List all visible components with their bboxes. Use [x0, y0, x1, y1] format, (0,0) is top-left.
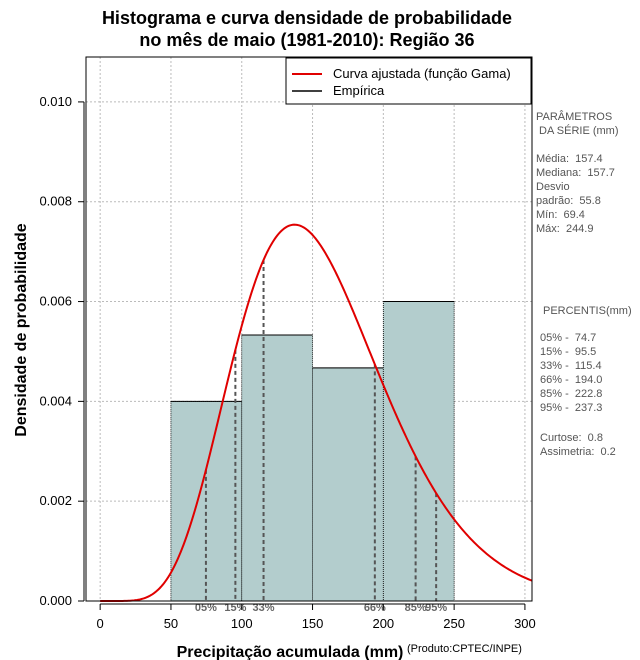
legend: Curva ajustada (função Gama) Empírica	[285, 57, 532, 105]
percentil-33: 33% - 115.4	[540, 360, 602, 372]
stat-skewness: Assimetria: 0.2	[540, 446, 616, 458]
fitted-gamma-curve	[100, 223, 533, 602]
percentile-label-66%: 66%	[364, 602, 386, 614]
percentil-66: 66% - 194.0	[540, 374, 602, 386]
fitted-curve-layer	[100, 223, 533, 602]
stat-min: Mín: 69.4	[536, 209, 585, 221]
y-tick-label-4: 0.008	[39, 194, 72, 209]
plot-frame	[85, 56, 533, 602]
y-axis: 0.000 0.002 0.004 0.006 0.008 0.010	[39, 94, 85, 608]
percentile-label-85%: 85%	[405, 602, 427, 614]
stat-stddev-1: Desvio	[536, 181, 570, 193]
product-credit: (Produto:CPTEC/INPE)	[407, 643, 522, 655]
x-tick-label-3: 150	[302, 616, 324, 631]
histogram-bars	[170, 301, 455, 602]
stat-mean: Média: 157.4	[536, 153, 603, 165]
legend-label-fitted: Curva ajustada (função Gama)	[333, 66, 511, 81]
stat-max: Máx: 244.9	[536, 223, 593, 235]
x-tick-label-2: 100	[231, 616, 253, 631]
x-tick-label-1: 50	[164, 616, 178, 631]
percentil-95: 95% - 237.3	[540, 402, 602, 414]
percentile-label-05%: 05%	[195, 602, 217, 614]
percentile-label-33%: 33%	[253, 602, 275, 614]
percentil-05: 05% - 74.7	[540, 332, 596, 344]
histogram-bar-1	[241, 334, 313, 602]
legend-box	[285, 57, 532, 105]
chart-title-line2: no mês de maio (1981-2010): Região 36	[139, 30, 474, 50]
x-tick-label-6: 300	[514, 616, 536, 631]
histogram-bar-3	[382, 301, 455, 602]
legend-label-empirical: Empírica	[333, 83, 385, 98]
y-tick-label-2: 0.004	[39, 393, 72, 408]
percentile-label-95%: 95%	[425, 602, 447, 614]
params-title-2: DA SÉRIE (mm)	[536, 124, 619, 137]
side-panel: PARÂMETROS DA SÉRIE (mm) Média: 157.4 Me…	[536, 110, 632, 458]
percentile-lines: 05% 15% 33% 66% 85%95%	[195, 259, 447, 614]
y-axis-label: Densidade de probabilidade	[13, 223, 30, 436]
x-axis: 0 50 100 150 200 250 300	[97, 603, 536, 631]
percentil-85: 85% - 222.8	[540, 388, 602, 400]
y-tick-label-1: 0.002	[39, 493, 72, 508]
x-tick-label-5: 250	[443, 616, 465, 631]
y-tick-label-0: 0.000	[39, 593, 72, 608]
percentis-title: PERCENTIS(mm)	[543, 305, 632, 317]
percentile-label-15%: 15%	[224, 602, 246, 614]
histogram-bar-2	[312, 367, 384, 602]
y-tick-label-3: 0.006	[39, 294, 72, 309]
percentil-15: 15% - 95.5	[540, 346, 596, 358]
chart-title-line1: Histograma e curva densidade de probabil…	[102, 8, 512, 28]
y-tick-label-5: 0.010	[39, 94, 72, 109]
x-axis-label: Precipitação acumulada (mm)	[177, 644, 404, 660]
stat-median: Mediana: 157.7	[536, 167, 615, 179]
x-tick-label-4: 200	[372, 616, 394, 631]
params-title-1: PARÂMETROS	[536, 110, 612, 123]
x-tick-label-0: 0	[97, 616, 104, 631]
stat-stddev-2: padrão: 55.8	[536, 195, 601, 207]
stat-kurtosis: Curtose: 0.8	[540, 432, 603, 444]
